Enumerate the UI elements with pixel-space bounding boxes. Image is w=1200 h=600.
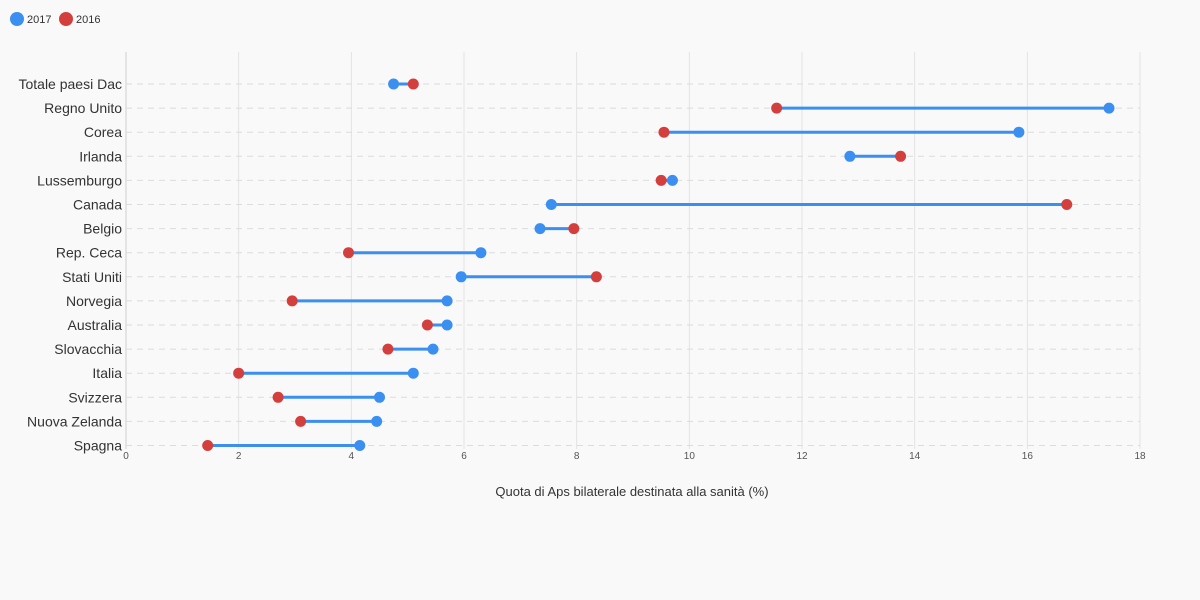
- category-label-canada: Canada: [73, 197, 122, 213]
- category-label-nuova-zelanda: Nuova Zelanda: [27, 413, 122, 429]
- category-label-spagna: Spagna: [74, 438, 122, 454]
- x-tick-label-10: 10: [684, 451, 696, 462]
- category-label-totale-paesi-dac: Totale paesi Dac: [18, 76, 122, 92]
- point-2017-totale-paesi-dac[interactable]: [388, 78, 400, 90]
- point-2016-canada[interactable]: [1061, 199, 1073, 210]
- category-label-stati-uniti: Stati Uniti: [62, 269, 122, 285]
- category-label-svizzera: Svizzera: [68, 389, 122, 405]
- x-axis-title: Quota di Aps bilaterale destinata alla s…: [495, 484, 768, 499]
- point-2017-belgio[interactable]: [534, 223, 546, 235]
- category-label-australia: Australia: [68, 317, 123, 333]
- x-tick-label-12: 12: [796, 451, 808, 462]
- point-2017-stati-uniti[interactable]: [455, 271, 467, 283]
- point-2017-italia[interactable]: [407, 367, 419, 379]
- x-tick-label-14: 14: [909, 451, 921, 462]
- point-2016-corea[interactable]: [658, 126, 670, 138]
- data-points: [202, 78, 1115, 451]
- point-2016-australia[interactable]: [421, 319, 433, 331]
- point-2016-regno-unito[interactable]: [771, 102, 783, 114]
- legend-marker-2017: [10, 12, 24, 26]
- legend: 2017 2016: [10, 12, 100, 26]
- point-2016-svizzera[interactable]: [272, 391, 284, 403]
- x-tick-label-2: 2: [236, 451, 242, 462]
- x-tick-label-4: 4: [349, 451, 355, 462]
- legend-item-2016[interactable]: 2016: [59, 12, 100, 26]
- point-2017-regno-unito[interactable]: [1103, 102, 1115, 114]
- category-label-lussemburgo: Lussemburgo: [37, 172, 122, 188]
- category-label-slovacchia: Slovacchia: [54, 341, 122, 357]
- point-2017-svizzera[interactable]: [374, 391, 385, 403]
- category-label-norvegia: Norvegia: [66, 293, 122, 309]
- point-2017-nuova-zelanda[interactable]: [371, 415, 383, 427]
- point-2017-rep-ceca[interactable]: [475, 247, 487, 259]
- x-tick-label-18: 18: [1134, 451, 1146, 462]
- grid: [125, 52, 1141, 449]
- point-2016-italia[interactable]: [233, 367, 245, 379]
- point-2016-norvegia[interactable]: [286, 295, 298, 307]
- connector-lines: [207, 82, 1110, 447]
- point-2017-irlanda[interactable]: [844, 150, 856, 162]
- point-2017-australia[interactable]: [441, 319, 453, 331]
- legend-item-2017[interactable]: 2017: [10, 12, 51, 26]
- category-label-regno-unito: Regno Unito: [44, 100, 122, 116]
- x-tick-label-8: 8: [574, 451, 580, 462]
- x-tick-label-0: 0: [123, 451, 129, 462]
- x-tick-label-6: 6: [461, 451, 467, 462]
- category-label-irlanda: Irlanda: [79, 148, 122, 164]
- point-2016-slovacchia[interactable]: [382, 343, 394, 355]
- legend-label-2017: 2017: [27, 14, 51, 26]
- point-2017-lussemburgo[interactable]: [666, 174, 678, 186]
- point-2016-rep-ceca[interactable]: [343, 247, 355, 259]
- point-2017-norvegia[interactable]: [441, 295, 453, 307]
- point-2017-canada[interactable]: [545, 199, 557, 210]
- point-2016-nuova-zelanda[interactable]: [295, 415, 307, 427]
- point-2016-spagna[interactable]: [202, 440, 214, 451]
- y-axis-labels: Totale paesi Dac Regno Unito Corea Irlanda L…: [18, 76, 122, 454]
- x-tick-label-16: 16: [1022, 451, 1034, 462]
- category-label-belgio: Belgio: [83, 221, 122, 237]
- point-2016-stati-uniti[interactable]: [590, 271, 602, 283]
- category-label-italia: Italia: [92, 365, 122, 381]
- category-label-rep-ceca: Rep. Ceca: [56, 245, 122, 261]
- point-2017-slovacchia[interactable]: [427, 343, 439, 355]
- category-label-corea: Corea: [84, 124, 122, 140]
- point-2016-belgio[interactable]: [568, 223, 580, 235]
- point-2016-totale-paesi-dac[interactable]: [407, 78, 419, 90]
- x-axis-ticks: 0 2 4 6 8 10 12 14 16 18: [123, 451, 1146, 462]
- point-2016-lussemburgo[interactable]: [655, 174, 667, 186]
- point-2016-irlanda[interactable]: [895, 150, 907, 162]
- legend-marker-2016: [59, 12, 73, 26]
- point-2017-corea[interactable]: [1013, 126, 1025, 138]
- point-2017-spagna[interactable]: [354, 440, 366, 451]
- legend-label-2016: 2016: [76, 14, 100, 26]
